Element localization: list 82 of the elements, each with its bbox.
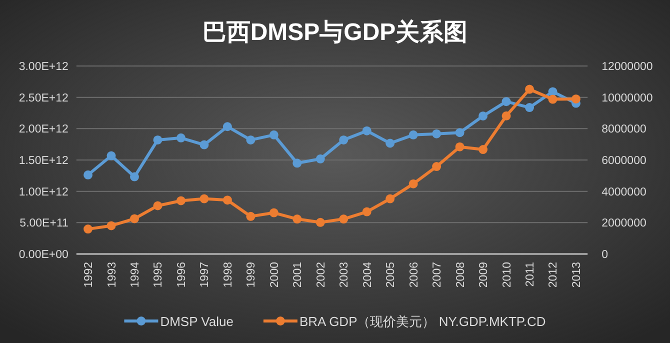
point: [176, 196, 186, 206]
point: [200, 140, 209, 150]
y2-tick-label: 6000000: [602, 155, 646, 167]
point: [478, 145, 488, 154]
point: [455, 142, 464, 152]
point: [432, 129, 442, 138]
x-tick-label: 2009: [478, 262, 490, 288]
x-tick-label: 2013: [570, 262, 583, 288]
point: [316, 218, 325, 227]
x-tick-label: 2002: [315, 262, 328, 288]
y-tick-label: 2.50E+12: [18, 92, 68, 104]
y2-tick-label: 8000000: [602, 124, 646, 136]
chart-title: 巴西DMSP与GDP关系图: [202, 19, 468, 46]
x-tick-label: 2010: [501, 262, 514, 288]
point: [153, 135, 162, 144]
point: [339, 214, 348, 224]
point: [292, 158, 302, 168]
point: [502, 111, 511, 120]
x-tick-label: 2011: [524, 262, 537, 287]
point: [316, 154, 325, 164]
y2-tick-label: 0: [602, 249, 608, 261]
point: [222, 122, 232, 132]
x-tick-label: 2000: [268, 262, 281, 288]
point: [200, 194, 209, 204]
y-tick-label: 3.00E+12: [18, 61, 68, 73]
point: [571, 94, 580, 104]
legend-label: DMSP Value: [160, 314, 234, 329]
x-tick-label: 2001: [292, 262, 304, 288]
y2-tick-label: 4000000: [602, 186, 646, 198]
y-tick-label: 0.00E+00: [18, 249, 68, 261]
point: [525, 103, 534, 112]
point: [339, 135, 348, 144]
point: [222, 196, 232, 205]
point: [153, 201, 162, 210]
y-tick-label: 2.00E+12: [18, 124, 68, 136]
x-tick-label: 1999: [246, 262, 258, 288]
point: [502, 97, 511, 106]
x-tick-label: 2006: [408, 262, 420, 288]
point: [130, 172, 139, 182]
point: [548, 94, 558, 104]
point: [84, 224, 93, 234]
point: [246, 135, 256, 144]
x-tick-label: 1996: [176, 262, 188, 288]
y-tick-label: 1.50E+12: [18, 155, 68, 167]
y2-tick-label: 12000000: [602, 61, 653, 73]
x-tick-label: 2005: [385, 262, 398, 288]
point: [106, 151, 116, 160]
y2-tick-label: 10000000: [602, 92, 653, 104]
point: [386, 194, 395, 204]
y-tick-label: 1.00E+12: [18, 186, 68, 198]
point: [269, 208, 278, 218]
point: [362, 207, 372, 216]
point: [130, 214, 139, 224]
point: [478, 111, 488, 120]
point: [362, 126, 372, 136]
point: [525, 84, 534, 94]
x-tick-label: 2008: [454, 262, 467, 288]
y-tick-label: 5.00E+11: [20, 218, 68, 230]
point: [455, 128, 464, 138]
point: [106, 221, 116, 230]
x-tick-label: 1995: [152, 262, 165, 288]
point: [269, 130, 278, 140]
x-tick-label: 1993: [106, 262, 118, 288]
point: [292, 214, 302, 224]
x-tick-label: 2003: [338, 262, 351, 288]
point: [386, 138, 395, 148]
x-tick-label: 2007: [432, 262, 444, 288]
point: [548, 87, 558, 96]
point: [408, 179, 418, 188]
x-tick-label: 2004: [362, 261, 374, 288]
point: [176, 133, 186, 142]
point: [408, 130, 418, 140]
x-tick-label: 1994: [129, 261, 142, 288]
point: [84, 170, 93, 180]
point: [432, 162, 442, 172]
x-tick-label: 1997: [199, 262, 212, 288]
x-tick-label: 1998: [222, 262, 234, 288]
point: [246, 212, 256, 221]
legend-label: BRA GDP（现价美元） NY.GDP.MKTP.CD: [299, 314, 546, 329]
y2-tick-label: 2000000: [602, 218, 646, 230]
x-tick-label: 2012: [548, 262, 560, 288]
x-tick-label: 1992: [83, 262, 96, 288]
